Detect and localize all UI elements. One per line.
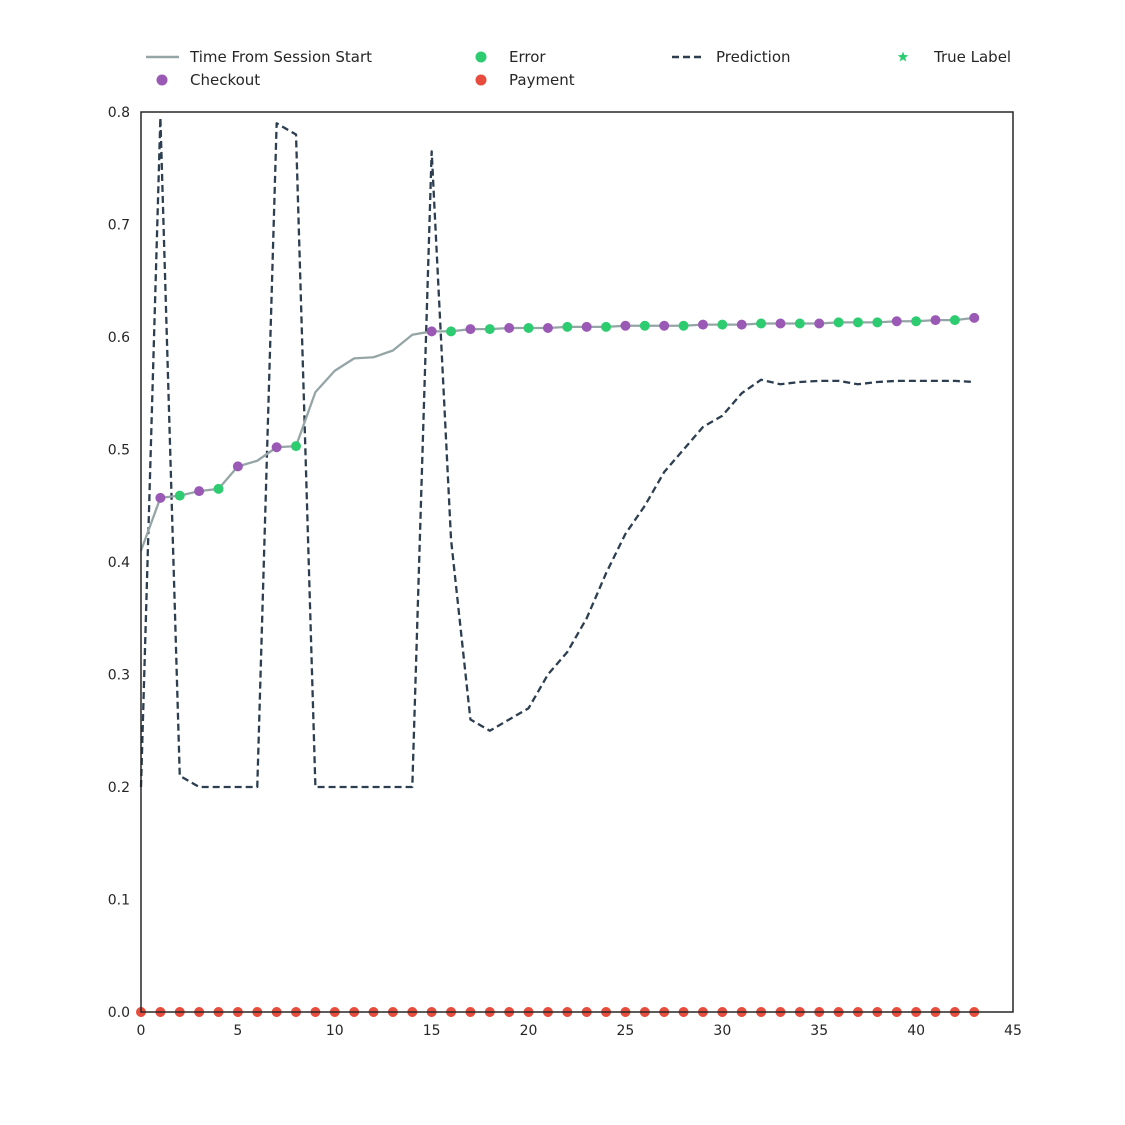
y-tick-label: 0.5: [108, 443, 130, 459]
checkout-point: [736, 319, 747, 330]
checkout-point: [659, 320, 670, 331]
y-tick-label: 0.2: [108, 780, 130, 796]
legend-error-label: Error: [509, 48, 546, 66]
axes-frame: [140, 111, 1014, 1013]
x-tick-label: 0: [137, 1023, 146, 1039]
checkout-point: [542, 323, 553, 333]
legend-error-swatch: [475, 51, 487, 63]
y-tick-label: 0.1: [108, 893, 130, 909]
error-point: [717, 319, 728, 330]
checkout-point: [814, 318, 825, 329]
error-point: [601, 321, 612, 332]
x-tick-label: 45: [1004, 1023, 1022, 1039]
x-axis: 0 5 10 15 20 25 30 35 40 45: [137, 1023, 1022, 1039]
checkout-point: [271, 442, 282, 453]
legend-checkout-swatch: [156, 74, 168, 86]
y-tick-label: 0.3: [108, 668, 130, 684]
x-tick-label: 35: [810, 1023, 828, 1039]
prediction-line: [139, 116, 975, 789]
checkout-point: [194, 486, 205, 497]
legend: Time From Session Start Error Prediction Tr…: [146, 48, 1011, 89]
checkout-point: [426, 326, 437, 337]
legend-time-from-session-start-label: Time From Session Start: [189, 48, 372, 66]
x-tick-label: 10: [326, 1023, 344, 1039]
y-tick-label: 0.4: [108, 555, 130, 571]
legend-payment-label: Payment: [509, 71, 575, 89]
x-tick-label: 25: [617, 1023, 635, 1039]
error-point: [291, 441, 302, 452]
error-point: [562, 321, 573, 332]
error-point: [852, 317, 863, 328]
error-point: [174, 490, 185, 501]
error-point: [484, 324, 495, 335]
error-point: [911, 316, 922, 327]
y-tick-label: 0.6: [108, 330, 130, 346]
legend-payment-swatch: [475, 74, 487, 86]
checkout-point: [504, 323, 515, 333]
checkout-point: [232, 461, 243, 472]
error-point: [639, 320, 650, 331]
checkout-point: [465, 324, 476, 335]
checkout-point: [775, 318, 786, 329]
error-point: [949, 315, 960, 326]
error-point: [756, 318, 767, 329]
error-point: [794, 318, 805, 329]
checkout-point: [891, 316, 902, 327]
error-point: [833, 317, 844, 328]
error-point: [523, 323, 534, 333]
x-tick-label: 40: [907, 1023, 925, 1039]
checkout-point: [155, 492, 166, 503]
y-tick-label: 0.7: [108, 218, 130, 234]
error-point: [678, 320, 689, 331]
checkout-point: [697, 319, 708, 330]
y-tick-label: 0.8: [108, 105, 130, 121]
legend-checkout-label: Checkout: [190, 71, 260, 89]
y-axis: 0.0 0.1 0.2 0.3 0.4 0.5 0.6 0.7 0.8: [108, 105, 130, 1021]
checkout-point: [581, 321, 592, 332]
y-tick-label: 0.0: [108, 1005, 130, 1021]
error-point: [213, 483, 224, 494]
checkout-point: [620, 320, 631, 331]
legend-prediction-label: Prediction: [716, 48, 791, 66]
legend-true-label-label: True Label: [933, 48, 1011, 66]
error-point: [872, 317, 883, 328]
checkout-point: [969, 312, 980, 323]
checkout-point: [930, 315, 941, 326]
x-tick-label: 20: [520, 1023, 538, 1039]
x-tick-label: 5: [233, 1023, 242, 1039]
legend-true-label-swatch: [897, 51, 909, 62]
x-tick-label: 15: [423, 1023, 441, 1039]
error-point: [446, 326, 457, 337]
x-tick-label: 30: [713, 1023, 731, 1039]
